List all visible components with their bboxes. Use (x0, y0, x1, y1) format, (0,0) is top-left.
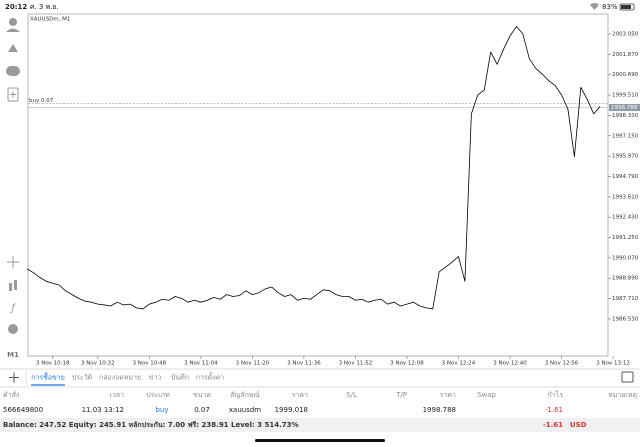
x-tick-label: 3 Nov 12:24 (442, 361, 476, 367)
total-profit: -1.61 (543, 421, 563, 429)
tab[interactable]: ข่าว (149, 374, 162, 382)
chat-icon[interactable] (6, 66, 20, 76)
column-header: หมายเหตุ (608, 391, 637, 399)
account-icon[interactable] (9, 18, 17, 26)
account-summary: Balance: 247.52 Equity: 245.91 หลักประกั… (3, 421, 298, 429)
trade-table: คำสั่ง เวลา ประเภท ขนาด สัญลักษณ์ ราคา S… (3, 390, 637, 414)
column-header: กำไร (548, 390, 564, 399)
y-tick-label: 1999.510 (612, 93, 639, 99)
objects-icon[interactable] (8, 324, 18, 334)
symbol: xauusdm (229, 406, 261, 414)
wifi-icon (590, 2, 599, 10)
status-time: 20:12 (5, 3, 27, 11)
currency: USD (570, 421, 587, 429)
plot-frame (27, 13, 609, 357)
crosshair-icon[interactable] (7, 256, 19, 268)
battery-level: 83% (602, 3, 618, 11)
column-header: ราคา (292, 391, 308, 399)
y-tick-label: 1986.530 (612, 316, 639, 322)
y-tick-label: 1993.610 (612, 194, 639, 200)
y-tick-label: 1988.890 (612, 276, 639, 282)
indicator-icon[interactable]: ƒ (9, 303, 16, 314)
chart-title: XAUUSDm, M1 (30, 17, 70, 23)
volume: 0.07 (194, 406, 210, 414)
column-header: Swap (477, 391, 496, 399)
tab[interactable]: บันทึก (171, 373, 189, 382)
new-order-icon[interactable] (7, 87, 19, 102)
profit: -1.61 (545, 406, 563, 414)
y-tick-label: 1998.330 (612, 113, 639, 119)
chart: XAUUSDm, M1 2003.050 2001.870 2000.690 1999… (26, 13, 640, 367)
x-tick-label: 3 Nov 10:32 (81, 361, 115, 367)
home-indicator (255, 439, 385, 442)
x-tick-label: 3 Nov 11:52 (339, 361, 373, 367)
x-tick-label: 3 Nov 13:12 (596, 361, 630, 367)
open-price: 1999.018 (275, 406, 308, 414)
add-button[interactable] (9, 372, 19, 383)
chart-type-icon[interactable] (9, 283, 12, 291)
column-header: S/L (346, 391, 357, 399)
current-price: 1998.788 (423, 406, 456, 414)
tab[interactable]: กล่องจดหมาย (99, 374, 141, 382)
y-tick-label: 2000.690 (612, 72, 639, 78)
y-tick-label: 2001.870 (612, 52, 639, 58)
sidebar: ƒ M1 (6, 18, 20, 359)
position-label: buy 0.07 (29, 98, 54, 104)
balance-bar (0, 418, 640, 432)
y-tick-label: 1990.070 (612, 255, 639, 261)
account-icon-body (6, 28, 20, 32)
battery-fill (621, 5, 631, 9)
tab[interactable]: การตั้งค่า (196, 371, 225, 382)
x-tick-label: 3 Nov 12:40 (493, 361, 527, 367)
x-tick-label: 3 Nov 12:56 (545, 361, 579, 367)
y-tick-label: 1992.430 (612, 215, 639, 221)
y-tick-label: 1997.150 (612, 133, 639, 139)
x-tick-label: 3 Nov 11:04 (184, 361, 218, 367)
y-tick-label: 1987.710 (612, 296, 639, 302)
x-tick-label: 3 Nov 11:36 (287, 361, 321, 367)
status-date: ศ. 3 พ.ย. (30, 3, 59, 11)
price-line (26, 26, 601, 310)
order-id[interactable]: 566649800 (3, 406, 43, 414)
column-header: T/P (395, 391, 407, 399)
open-time: 11.03 13:12 (82, 406, 124, 414)
order-type: buy (155, 406, 168, 414)
y-tick-label: 1994.790 (612, 174, 639, 180)
bid-label: 1998.788 (611, 105, 638, 111)
layout-button[interactable] (621, 371, 634, 383)
column-header: ราคา (440, 391, 456, 399)
new-order-plus (10, 91, 16, 98)
y-tick-label: 2003.050 (612, 32, 639, 38)
tab[interactable]: การซื้อขาย (31, 371, 65, 382)
bid-label-bg (609, 104, 640, 112)
y-tick-label: 1995.970 (612, 154, 639, 160)
timeframe[interactable]: M1 (7, 351, 19, 359)
trade-icon[interactable] (8, 44, 18, 52)
column-header: สัญลักษณ์ (230, 391, 260, 399)
y-tick-label: 1991.250 (612, 235, 639, 241)
x-tick-label: 3 Nov 12:08 (390, 361, 424, 367)
column-header: เวลา (109, 391, 124, 399)
battery-icon (619, 3, 635, 11)
column-header: ประเภท (146, 391, 170, 399)
tab[interactable]: ประวัติ (72, 374, 93, 382)
x-tick-label: 3 Nov 10:48 (133, 361, 167, 367)
x-tick-label: 3 Nov 10:18 (36, 361, 70, 367)
column-header: ขนาด (193, 391, 211, 399)
x-tick-label: 3 Nov 11:20 (236, 361, 270, 367)
column-header: คำสั่ง (3, 390, 19, 399)
chart-type-icon-2 (14, 280, 17, 290)
